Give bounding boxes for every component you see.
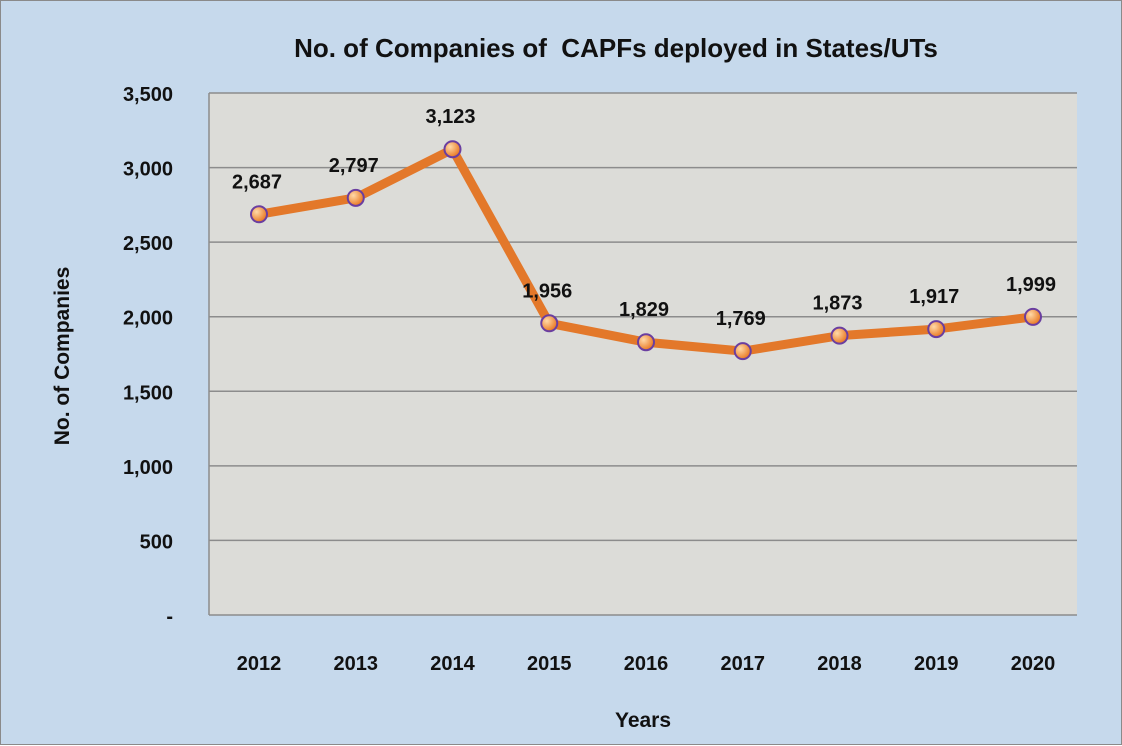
markers-group: [250, 140, 1042, 361]
data-point-marker: [250, 205, 268, 224]
data-label: 3,123: [425, 106, 475, 128]
x-tick-label: 2018: [817, 653, 862, 675]
data-label: 1,769: [716, 308, 766, 330]
x-tick-label: 2019: [914, 653, 959, 675]
x-tick-label: 2016: [624, 653, 669, 675]
x-axis-title: Years: [615, 709, 671, 732]
data-point-marker: [830, 326, 849, 345]
data-point-marker: [733, 342, 752, 361]
y-tick-label: 3,500: [123, 84, 173, 106]
data-point-marker: [443, 140, 462, 159]
y-tick-label: 2,000: [123, 308, 173, 330]
x-tick-label: 2015: [527, 653, 572, 675]
data-label: 1,829: [619, 299, 669, 321]
y-tick-label: 2,500: [123, 233, 173, 255]
x-tick-label: 2013: [334, 653, 379, 675]
x-tick-label: 2020: [1011, 653, 1056, 675]
y-axis-title: No. of Companies: [51, 267, 74, 446]
y-tick-label: 1,500: [123, 382, 173, 404]
data-labels-group: 2,687 2,797 3,123 1,956 1,829 1,769 1,873 1,917…: [232, 106, 1056, 330]
data-label: 1,999: [1006, 274, 1056, 296]
data-point-marker: [927, 320, 946, 339]
data-label: 2,687: [232, 171, 282, 193]
plot-area: [209, 93, 1077, 615]
y-tick-label: 1,000: [123, 457, 173, 479]
x-tick-label: 2017: [721, 653, 766, 675]
x-tick-label: 2014: [430, 653, 475, 675]
y-tick-label: 3,000: [123, 159, 173, 181]
chart-title: No. of Companies of CAPFs deployed in St…: [294, 33, 938, 63]
data-point-marker: [540, 314, 559, 333]
data-label: 2,797: [329, 155, 379, 177]
y-axis-ticks: - 500 1,000 1,500 2,000 2,500 3,000 3,500: [123, 84, 173, 628]
y-tick-label: -: [166, 606, 173, 628]
data-point-marker: [637, 333, 655, 352]
gridlines: [209, 92, 1077, 616]
data-label: 1,917: [909, 286, 959, 308]
y-tick-label: 500: [140, 531, 173, 553]
data-label: 1,956: [522, 280, 572, 302]
x-tick-label: 2012: [237, 653, 282, 675]
data-point-marker: [1024, 307, 1042, 326]
data-point-marker: [346, 188, 365, 207]
data-label: 1,873: [812, 293, 862, 315]
x-axis-ticks: 2012 2013 2014 2015 2016 2017 2018 2019 2020: [237, 653, 1056, 675]
